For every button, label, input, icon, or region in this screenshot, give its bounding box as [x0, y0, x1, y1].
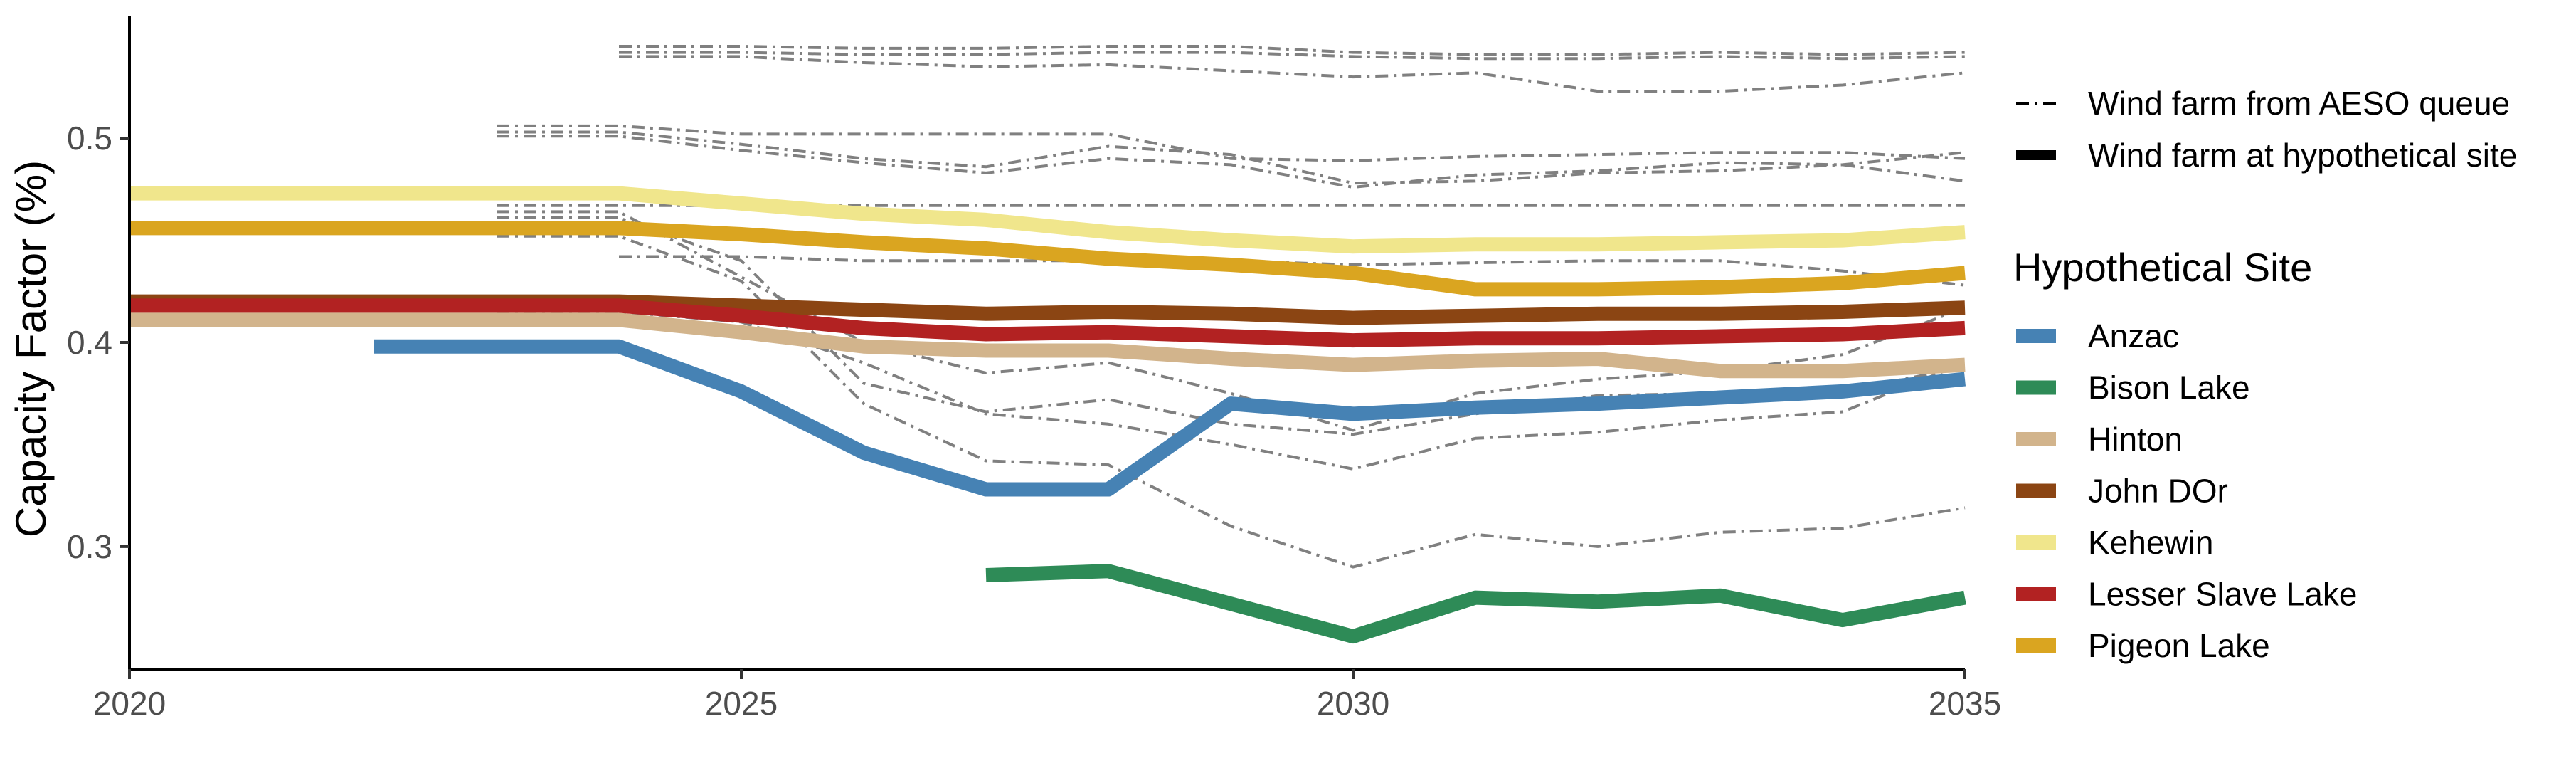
series-line-lesser-slave-lake [129, 298, 1966, 348]
queue-series-line-6 [497, 135, 1966, 189]
legend-label: Hinton [2088, 421, 2183, 458]
plot-area [129, 45, 1966, 644]
x-ticks: 2020 2025 2030 2035 [93, 669, 2001, 722]
series-line-hinton [129, 312, 1966, 379]
series-line-bison-lake [985, 564, 1966, 644]
series-line-john-dor [129, 294, 1966, 325]
queue-series-line-3 [619, 55, 1966, 93]
legend-label: Wind farm from AESO queue [2088, 85, 2510, 122]
x-tick-label: 2020 [93, 685, 166, 722]
legend-label: Kehewin [2088, 524, 2213, 561]
legend-label: Bison Lake [2088, 369, 2250, 406]
legend-item-bison-lake: Bison Lake [2016, 369, 2250, 406]
legend-item-kehewin: Kehewin [2016, 524, 2213, 561]
queue-series-line-4 [497, 124, 1966, 162]
legend-title: Hypothetical Site [2013, 245, 2312, 290]
queue-series-line-1 [619, 45, 1966, 56]
legend: Wind farm from AESO queue Wind farm at h… [2013, 85, 2517, 664]
legend-label: John DOr [2088, 473, 2228, 510]
x-tick-label: 2035 [1929, 685, 2001, 722]
y-axis-title: Capacity Factor (%) [7, 160, 55, 537]
legend-item-hinton: Hinton [2016, 421, 2183, 458]
legend-label: Lesser Slave Lake [2088, 576, 2357, 613]
queue-series-line-2 [619, 51, 1966, 61]
legend-label: Pigeon Lake [2088, 627, 2270, 664]
queue-series-line-11 [619, 255, 1966, 287]
y-ticks: 0.3 0.4 0.5 [67, 120, 129, 565]
legend-label: Anzac [2088, 317, 2179, 354]
legend-item-aeso-queue: Wind farm from AESO queue [2016, 85, 2510, 122]
x-tick-label: 2025 [705, 685, 778, 722]
legend-item-john-dor: John DOr [2016, 473, 2228, 510]
x-tick-label: 2030 [1317, 685, 1389, 722]
queue-series-line-10 [497, 234, 1966, 569]
series-line-pigeon-lake [129, 221, 1966, 297]
y-tick-label: 0.3 [67, 528, 112, 565]
series-line-anzac [374, 339, 1966, 497]
legend-item-pigeon-lake: Pigeon Lake [2016, 627, 2270, 664]
series-line-kehewin [129, 186, 1966, 254]
legend-item-hypothetical: Wind farm at hypothetical site [2016, 137, 2517, 174]
color-legend: Anzac Bison Lake Hinton John DOr Kehewin Less… [2016, 317, 2357, 664]
legend-item-anzac: Anzac [2016, 317, 2179, 354]
queue-series-line-5 [497, 130, 1966, 185]
y-tick-label: 0.4 [67, 324, 112, 361]
y-tick-label: 0.5 [67, 120, 112, 157]
legend-item-lesser-slave-lake: Lesser Slave Lake [2016, 576, 2357, 613]
legend-label: Wind farm at hypothetical site [2088, 137, 2517, 174]
